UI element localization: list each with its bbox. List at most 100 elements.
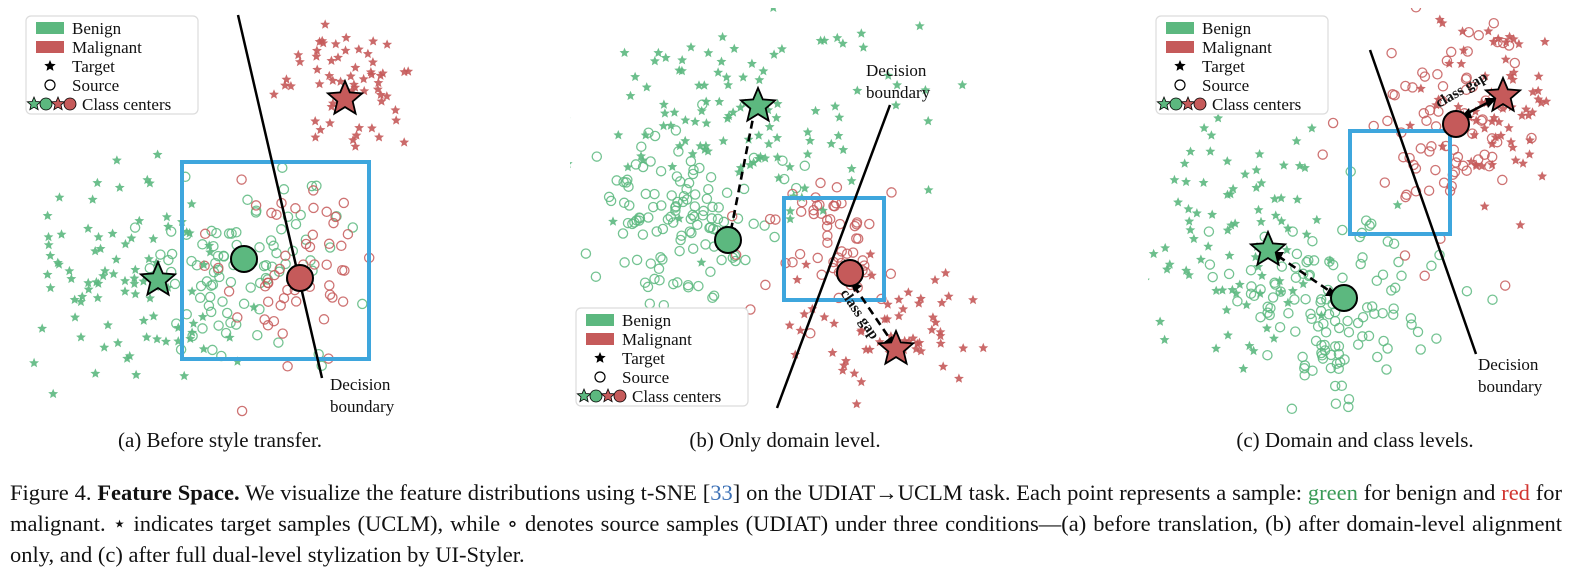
target-malignant-point bbox=[978, 342, 989, 353]
target-malignant-point bbox=[1488, 36, 1499, 46]
source-benign-point bbox=[1369, 308, 1380, 319]
target-malignant-point bbox=[340, 45, 351, 55]
legend-benign: Benign bbox=[72, 19, 122, 38]
target-malignant-point bbox=[1487, 116, 1497, 126]
source-benign-point bbox=[251, 205, 262, 216]
target-benign-point bbox=[696, 105, 707, 116]
target-benign-point bbox=[1162, 264, 1172, 274]
source-benign-point bbox=[675, 234, 686, 246]
source-benign-point bbox=[1415, 344, 1426, 355]
source-benign-point bbox=[1377, 269, 1389, 280]
target-benign-point bbox=[1173, 197, 1183, 207]
target-malignant-point bbox=[1510, 155, 1521, 165]
source-benign-point bbox=[1276, 261, 1288, 272]
source-benign-point bbox=[238, 298, 250, 310]
source-malignant-point bbox=[199, 260, 210, 272]
target-malignant-point bbox=[908, 333, 918, 343]
target-benign-point bbox=[729, 43, 740, 53]
target-benign-point bbox=[130, 264, 141, 274]
target-benign-point bbox=[1211, 343, 1221, 353]
source-malignant-point bbox=[259, 281, 271, 292]
source-malignant-point bbox=[864, 218, 875, 230]
source-benign-point bbox=[1405, 313, 1417, 324]
source-malignant-point bbox=[808, 208, 820, 220]
target-benign-point bbox=[90, 246, 101, 256]
target-benign-point bbox=[747, 58, 757, 68]
source-benign-point bbox=[1320, 327, 1332, 338]
source-malignant-point bbox=[327, 292, 338, 303]
source-malignant-point bbox=[1499, 280, 1511, 291]
source-malignant-point bbox=[271, 209, 282, 220]
source-benign-point bbox=[636, 141, 647, 152]
target-benign-point bbox=[152, 149, 163, 159]
subcaption-b: (b) Only domain level. bbox=[689, 428, 881, 452]
source-benign-point bbox=[204, 291, 216, 303]
source-malignant-point bbox=[213, 262, 224, 274]
target-malignant-point bbox=[312, 45, 322, 55]
source-malignant-point bbox=[1410, 8, 1422, 13]
source-benign-point bbox=[712, 213, 724, 225]
target-benign-point bbox=[773, 172, 784, 183]
target-benign-point bbox=[152, 334, 162, 344]
target-benign-point bbox=[772, 152, 783, 162]
target-malignant-point bbox=[913, 298, 924, 308]
target-benign-point bbox=[660, 52, 671, 62]
overlap-region-box bbox=[1348, 129, 1452, 236]
source-malignant-point bbox=[847, 247, 859, 258]
source-benign-point bbox=[206, 225, 217, 237]
target-benign-point bbox=[141, 332, 152, 342]
target-malignant-point bbox=[375, 70, 386, 80]
target-benign-point bbox=[1283, 297, 1293, 307]
source-malignant-point bbox=[1423, 185, 1435, 196]
source-benign-point bbox=[1361, 302, 1373, 313]
source-benign-point bbox=[1308, 255, 1320, 266]
target-benign-point bbox=[54, 192, 65, 202]
source-benign-point bbox=[1366, 218, 1377, 229]
target-benign-point bbox=[772, 98, 783, 109]
target-benign-point bbox=[769, 49, 779, 59]
source-benign-point bbox=[1290, 326, 1301, 337]
source-benign-point bbox=[1290, 262, 1301, 273]
target-benign-point bbox=[48, 388, 59, 399]
target-benign-point bbox=[856, 28, 867, 38]
source-benign-point bbox=[619, 257, 630, 268]
citation-link[interactable]: 33 bbox=[710, 480, 733, 505]
source-benign-point bbox=[1307, 365, 1318, 376]
source-benign-point bbox=[1246, 281, 1257, 292]
dashed-arrow-benign bbox=[1277, 254, 1332, 294]
source-benign-point bbox=[1387, 309, 1399, 320]
target-benign-point bbox=[677, 55, 688, 65]
source-benign-point bbox=[212, 250, 224, 262]
source-benign-point bbox=[1343, 326, 1355, 338]
source-benign-point bbox=[643, 127, 654, 138]
source-benign-point bbox=[1262, 349, 1273, 361]
target-benign-point bbox=[95, 243, 106, 253]
malignant-source-center bbox=[1442, 110, 1470, 138]
target-malignant-point bbox=[898, 304, 909, 314]
panel-a-plot: Decision boundary BenignMalignantTargetS… bbox=[25, 14, 414, 417]
source-malignant-point bbox=[795, 206, 807, 217]
target-malignant-point bbox=[362, 48, 373, 59]
source-benign-point bbox=[704, 222, 715, 234]
target-benign-point bbox=[826, 138, 837, 149]
source-benign-point bbox=[645, 258, 657, 269]
source-benign-point bbox=[1333, 322, 1345, 334]
source-benign-point bbox=[1291, 248, 1303, 260]
source-benign-point bbox=[220, 327, 232, 339]
target-malignant-point bbox=[330, 39, 341, 49]
target-benign-point bbox=[224, 332, 235, 342]
target-benign-point bbox=[66, 273, 77, 284]
target-malignant-point bbox=[345, 71, 356, 81]
source-benign-point bbox=[707, 201, 718, 213]
target-benign-point bbox=[883, 70, 894, 80]
source-malignant-point bbox=[339, 265, 350, 276]
target-benign-point bbox=[1184, 269, 1194, 280]
target-benign-point bbox=[763, 138, 774, 149]
target-benign-point bbox=[100, 265, 110, 276]
source-malignant-point bbox=[308, 202, 319, 214]
target-malignant-point bbox=[1500, 54, 1511, 64]
legend-target: Target bbox=[72, 57, 115, 76]
target-benign-point bbox=[674, 213, 685, 223]
source-benign-point bbox=[701, 193, 713, 205]
source-benign-point bbox=[245, 282, 256, 293]
